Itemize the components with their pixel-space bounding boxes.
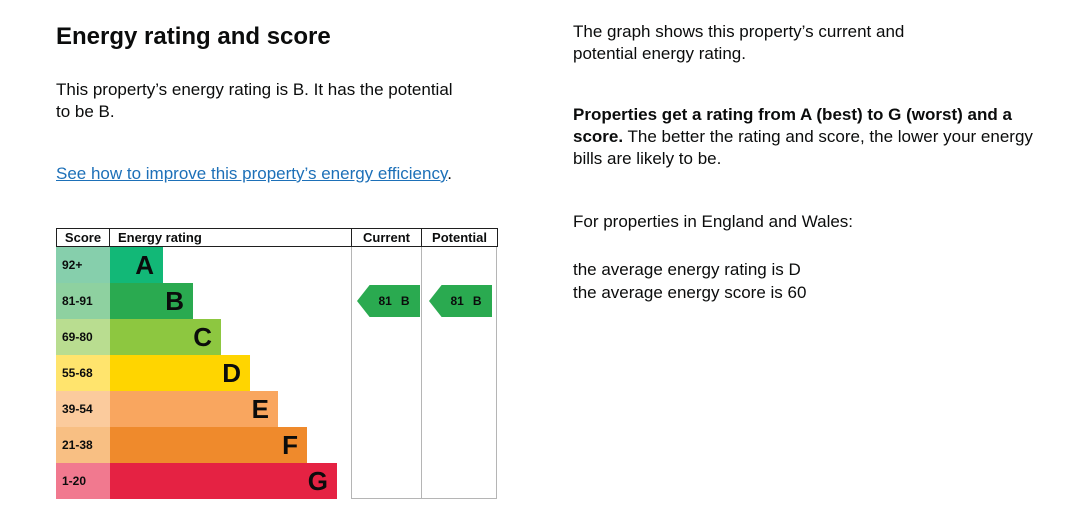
graph-description: The graph shows this property’s current … bbox=[573, 22, 905, 63]
rating-band-a: A bbox=[110, 247, 163, 283]
page-title: Energy rating and score bbox=[56, 22, 331, 50]
rating-explanation-bold: Properties get a rating from A (best) to… bbox=[573, 105, 1012, 146]
column-header-energy-rating: Energy rating bbox=[109, 228, 352, 247]
arrow-score: 81 bbox=[450, 294, 464, 308]
average-score-line: the average energy score is 60 bbox=[573, 283, 807, 302]
average-rating-line: the average energy rating is D bbox=[573, 260, 801, 279]
chart-body: 92+ A 81-91 B 69-80 C 55-68 D 39-54 E 21-38 F 1-20 G … bbox=[56, 247, 498, 499]
averages-block: the average energy rating is D the averag… bbox=[573, 258, 1043, 304]
arrow-letter: B bbox=[400, 294, 410, 308]
rating-band-f: F bbox=[110, 427, 307, 463]
band-row-d: 55-68 D bbox=[56, 355, 337, 391]
region-note: For properties in England and Wales: bbox=[573, 212, 854, 231]
intro-text: This property’s energy rating is B. It h… bbox=[56, 80, 453, 121]
column-header-potential: Potential bbox=[421, 228, 498, 247]
rating-explanation-rest: The better the rating and score, the low… bbox=[573, 127, 1033, 168]
rating-band-b: B bbox=[110, 283, 193, 319]
potential-column: 81 B bbox=[421, 247, 497, 499]
current-rating-arrow: 81 B bbox=[357, 285, 420, 317]
score-range-f: 21-38 bbox=[56, 427, 110, 463]
score-range-e: 39-54 bbox=[56, 391, 110, 427]
score-range-b: 81-91 bbox=[56, 283, 110, 319]
energy-rating-chart: Score Energy rating Current Potential 92… bbox=[56, 228, 498, 500]
rating-bands-area: 92+ A 81-91 B 69-80 C 55-68 D 39-54 E 21-38 F 1-20 G bbox=[56, 247, 337, 499]
band-row-e: 39-54 E bbox=[56, 391, 337, 427]
arrow-letter: B bbox=[472, 294, 482, 308]
band-row-a: 92+ A bbox=[56, 247, 337, 283]
band-row-f: 21-38 F bbox=[56, 427, 337, 463]
rating-band-d: D bbox=[110, 355, 250, 391]
current-column: 81 B bbox=[351, 247, 422, 499]
score-range-g: 1-20 bbox=[56, 463, 110, 499]
score-range-d: 55-68 bbox=[56, 355, 110, 391]
score-range-a: 92+ bbox=[56, 247, 110, 283]
band-row-g: 1-20 G bbox=[56, 463, 337, 499]
band-row-b: 81-91 B bbox=[56, 283, 337, 319]
band-row-c: 69-80 C bbox=[56, 319, 337, 355]
rating-band-e: E bbox=[110, 391, 278, 427]
link-period: . bbox=[447, 164, 452, 183]
rating-band-g: G bbox=[110, 463, 337, 499]
improve-link-block: See how to improve this property’s energ… bbox=[56, 163, 456, 185]
column-header-current: Current bbox=[351, 228, 422, 247]
chart-header-row: Score Energy rating Current Potential bbox=[56, 228, 498, 247]
column-header-score: Score bbox=[56, 228, 110, 247]
potential-rating-arrow: 81 B bbox=[429, 285, 492, 317]
rating-explanation: Properties get a rating from A (best) to… bbox=[573, 104, 1043, 170]
score-range-c: 69-80 bbox=[56, 319, 110, 355]
arrow-score: 81 bbox=[378, 294, 392, 308]
improve-efficiency-link[interactable]: See how to improve this property’s energ… bbox=[56, 164, 448, 183]
rating-band-c: C bbox=[110, 319, 221, 355]
